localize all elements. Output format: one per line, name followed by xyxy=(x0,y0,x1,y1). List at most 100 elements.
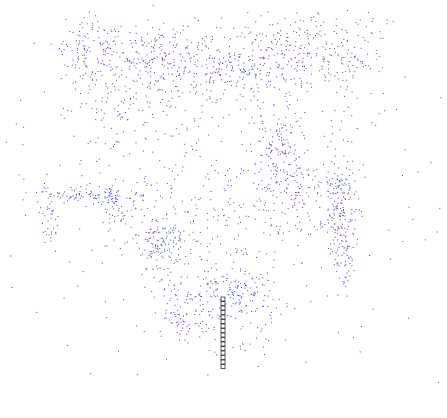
scatter-point xyxy=(219,98,221,100)
scatter-point xyxy=(190,248,192,250)
scatter-point xyxy=(166,218,168,220)
scatter-point xyxy=(333,205,335,207)
scatter-point xyxy=(285,49,287,51)
scatter-point xyxy=(213,326,215,328)
scatter-point xyxy=(234,58,236,60)
scatter-point xyxy=(197,240,199,242)
scatter-point xyxy=(114,220,116,222)
scatter-point xyxy=(33,42,35,44)
scatter-point xyxy=(103,126,105,128)
scatter-point xyxy=(334,200,336,202)
scatter-point xyxy=(254,38,256,40)
scatter-point xyxy=(131,215,133,217)
scatter-point xyxy=(210,191,212,192)
scatter-point xyxy=(184,155,186,157)
scatter-point xyxy=(177,90,179,92)
scatter-point xyxy=(211,101,213,103)
scatter-point xyxy=(232,70,234,72)
scatter-point xyxy=(297,167,299,169)
scatter-point xyxy=(297,61,299,63)
scatter-point xyxy=(123,155,125,157)
scatter-point xyxy=(270,177,272,179)
scatter-point xyxy=(23,178,25,180)
scatter-point xyxy=(216,235,218,237)
scatter-point xyxy=(296,182,298,183)
scatter-point xyxy=(179,73,180,75)
scatter-point xyxy=(200,83,202,85)
scatter-point xyxy=(149,102,151,104)
scatter-point xyxy=(194,296,196,298)
scatter-point xyxy=(215,159,217,161)
scatter-point xyxy=(294,45,296,47)
scatter-point xyxy=(293,31,295,32)
scatter-point xyxy=(71,50,73,52)
scatter-point xyxy=(74,67,76,69)
scatter-point xyxy=(344,227,346,229)
scatter-point xyxy=(293,176,295,177)
scatter-point xyxy=(182,319,184,321)
scatter-point xyxy=(79,228,81,230)
scatter-point xyxy=(170,297,172,299)
scatter-point xyxy=(207,283,209,285)
scatter-point xyxy=(226,277,228,279)
scatter-point xyxy=(370,68,371,70)
scatter-point xyxy=(326,176,328,178)
scatter-point xyxy=(62,40,64,42)
scatter-point xyxy=(107,201,109,203)
marker-square xyxy=(220,301,226,306)
scatter-point xyxy=(234,303,236,305)
scatter-points xyxy=(6,5,442,384)
scatter-point xyxy=(278,32,280,34)
scatter-point xyxy=(160,195,161,197)
scatter-point xyxy=(204,40,206,42)
scatter-point xyxy=(109,194,111,196)
scatter-point xyxy=(356,66,358,68)
scatter-point xyxy=(277,53,279,55)
scatter-point xyxy=(345,199,346,200)
scatter-point xyxy=(332,203,334,205)
scatter-point xyxy=(88,85,90,87)
scatter-point xyxy=(175,128,177,130)
scatter-point xyxy=(156,248,158,250)
scatter-point xyxy=(401,175,403,176)
scatter-point xyxy=(195,309,197,311)
scatter-point xyxy=(89,76,91,78)
scatter-point xyxy=(116,194,118,196)
scatter-point xyxy=(196,54,198,56)
scatter-point xyxy=(75,196,77,198)
scatter-point xyxy=(136,63,138,65)
marker-square xyxy=(220,296,226,302)
scatter-point xyxy=(69,261,71,263)
scatter-point xyxy=(253,204,255,206)
scatter-point xyxy=(219,299,221,301)
scatter-point xyxy=(228,284,230,286)
scatter-point xyxy=(236,36,238,38)
scatter-point xyxy=(295,170,297,172)
scatter-point xyxy=(161,251,163,253)
scatter-point xyxy=(211,317,213,319)
scatter-point xyxy=(259,33,261,35)
scatter-point xyxy=(209,314,210,316)
scatter-point xyxy=(214,170,216,172)
scatter-point xyxy=(78,193,80,195)
scatter-point xyxy=(285,79,287,81)
scatter-point xyxy=(310,301,312,303)
scatter-point xyxy=(326,295,328,297)
scatter-point xyxy=(309,187,311,189)
scatter-point xyxy=(173,240,175,242)
scatter-point xyxy=(353,56,355,58)
marker-square xyxy=(220,350,226,356)
scatter-point xyxy=(50,236,52,238)
scatter-point xyxy=(236,287,238,289)
scatter-point xyxy=(228,294,230,296)
scatter-point xyxy=(320,182,322,183)
scatter-point xyxy=(56,224,58,226)
scatter-point xyxy=(260,115,262,117)
scatter-point xyxy=(170,259,172,261)
scatter-point xyxy=(97,20,99,22)
scatter-point xyxy=(248,216,250,218)
scatter-point xyxy=(119,113,121,115)
scatter-point xyxy=(278,128,280,130)
scatter-point xyxy=(113,208,115,210)
scatter-point xyxy=(169,251,171,253)
